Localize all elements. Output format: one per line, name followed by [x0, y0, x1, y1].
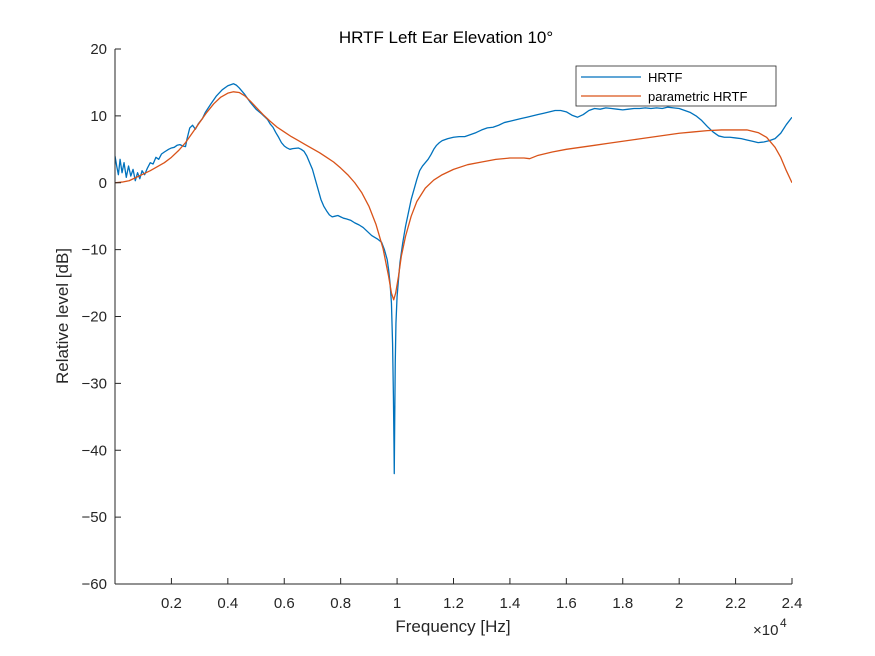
x-axis-title: Frequency [Hz] — [395, 617, 510, 636]
series-layer — [115, 83, 792, 475]
legend-box — [575, 65, 777, 107]
x-exponent-power: 4 — [780, 616, 787, 630]
x-exponent-label: ×10 4 — [753, 616, 787, 639]
x-tick-label: 1.4 — [499, 595, 520, 612]
y-tick-label: 20 — [90, 41, 107, 58]
y-tick-label: −20 — [82, 309, 107, 326]
y-axis-title: Relative level [dB] — [53, 248, 72, 384]
series-line-parametric-hrtf — [115, 91, 792, 301]
x-tick-label: 0.8 — [330, 595, 351, 612]
x-tick-label: 2.2 — [725, 595, 746, 612]
x-tick-label: 1.8 — [612, 595, 633, 612]
x-tick-label: 0.4 — [217, 595, 238, 612]
y-tick-label: −30 — [82, 375, 107, 392]
plot-area — [115, 49, 792, 584]
x-tick-label: 1.2 — [443, 595, 464, 612]
legend-label-hrtf: HRTF — [648, 70, 682, 85]
y-tick-label: −60 — [82, 576, 107, 593]
legend-label-parametric-hrtf: parametric HRTF — [648, 89, 748, 104]
x-exponent-base: ×10 — [753, 622, 778, 639]
x-tick-label: 2 — [675, 595, 683, 612]
y-ticks: −60 −50 −40 −30 −20 −10 0 10 20 — [82, 41, 121, 593]
y-tick-label: 0 — [99, 175, 107, 192]
x-tick-label: 1.6 — [556, 595, 577, 612]
y-tick-label: 10 — [90, 108, 107, 125]
x-tick-label: 0.6 — [274, 595, 295, 612]
y-tick-label: −50 — [82, 509, 107, 526]
x-ticks: 0.2 0.4 0.6 0.8 1 1.2 1.4 1.6 1.8 2 2.2 2.4 — [161, 578, 802, 612]
legend: HRTF parametric HRTF — [575, 65, 777, 107]
x-tick-label: 0.2 — [161, 595, 182, 612]
chart-title: HRTF Left Ear Elevation 10° — [339, 28, 553, 47]
y-tick-label: −40 — [82, 442, 107, 459]
x-tick-label: 2.4 — [782, 595, 803, 612]
x-tick-label: 1 — [393, 595, 401, 612]
y-tick-label: −10 — [82, 242, 107, 259]
